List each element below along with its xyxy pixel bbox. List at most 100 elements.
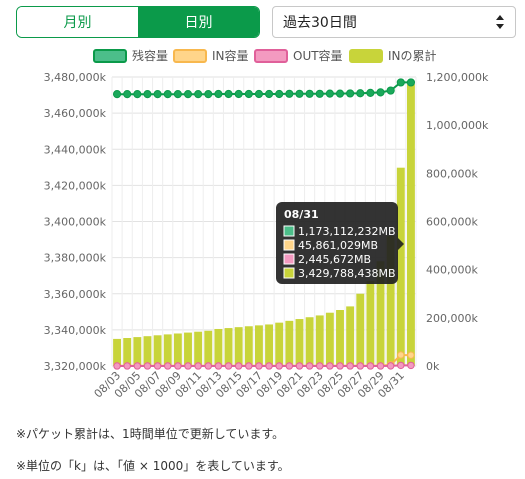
line-point bbox=[407, 351, 415, 359]
line-point bbox=[356, 89, 365, 98]
legend-item: INの累計 bbox=[349, 48, 437, 63]
line-point bbox=[254, 89, 264, 99]
y-left-tick-label: 3,400,000k bbox=[44, 216, 107, 229]
bar bbox=[386, 235, 395, 366]
line-point bbox=[163, 90, 172, 99]
line-point bbox=[143, 90, 152, 99]
line-point bbox=[255, 362, 263, 370]
legend-swatch bbox=[93, 49, 127, 63]
line-point bbox=[224, 89, 233, 99]
period-toggle: 月別 日別 bbox=[16, 6, 260, 38]
bar bbox=[285, 320, 294, 366]
line-point bbox=[407, 361, 415, 370]
line-point bbox=[204, 362, 212, 370]
line-point bbox=[214, 89, 223, 99]
line-point bbox=[386, 86, 395, 95]
line-point bbox=[336, 362, 344, 370]
line-point bbox=[214, 362, 223, 370]
line-point bbox=[264, 89, 274, 99]
bar bbox=[194, 331, 203, 366]
line-point bbox=[305, 89, 314, 98]
monthly-tab[interactable]: 月別 bbox=[17, 7, 138, 37]
line-point bbox=[183, 90, 193, 99]
legend-label: IN容量 bbox=[212, 48, 249, 63]
line-point bbox=[173, 90, 182, 99]
y-right-tick-label: 1,000,000k bbox=[426, 119, 489, 132]
line-point bbox=[295, 362, 304, 370]
line-point bbox=[174, 362, 182, 370]
legend-label: 残容量 bbox=[132, 48, 168, 63]
bar bbox=[234, 327, 243, 366]
range-select[interactable]: 過去30日間 bbox=[272, 6, 516, 38]
line-point bbox=[376, 362, 385, 370]
tooltip-box bbox=[276, 202, 398, 284]
y-left-tick-label: 3,340,000k bbox=[44, 324, 107, 337]
line-point bbox=[397, 351, 405, 359]
y-left-tick-label: 3,360,000k bbox=[44, 288, 107, 301]
line-point bbox=[386, 362, 395, 370]
line-point bbox=[366, 88, 375, 97]
range-select-value: 過去30日間 bbox=[283, 15, 357, 31]
line-point bbox=[285, 362, 294, 370]
line-point bbox=[295, 89, 304, 98]
tooltip-value: 3,429,788,438MB bbox=[298, 267, 396, 280]
line-point bbox=[164, 362, 172, 370]
tooltip-swatch bbox=[283, 267, 295, 279]
line-point bbox=[234, 89, 243, 99]
legend-item: OUT容量 bbox=[254, 48, 343, 63]
line-point bbox=[265, 362, 273, 370]
line-point bbox=[325, 89, 334, 98]
tooltip-swatch bbox=[283, 239, 295, 251]
bar bbox=[163, 334, 172, 366]
line-point bbox=[346, 89, 355, 98]
line-point bbox=[275, 362, 283, 370]
line-point bbox=[204, 90, 213, 99]
line-point bbox=[143, 362, 152, 370]
daily-tab[interactable]: 日別 bbox=[138, 7, 259, 37]
bar bbox=[396, 167, 405, 366]
line-point bbox=[275, 89, 284, 99]
legend-swatch bbox=[173, 49, 207, 63]
updown-caret-icon bbox=[496, 15, 504, 29]
bar bbox=[325, 312, 334, 366]
legend-swatch bbox=[254, 49, 288, 63]
y-left-tick-label: 3,320,000k bbox=[44, 360, 107, 373]
y-left-tick-label: 3,420,000k bbox=[44, 179, 107, 192]
bar bbox=[265, 324, 274, 366]
tooltip-pointer bbox=[398, 238, 404, 250]
line-point bbox=[112, 90, 122, 99]
chart: 残容量 IN容量 OUT容量 INの累計 3,320,000k 3,340,000k 3,3… bbox=[44, 48, 489, 401]
y-right-tick-label: 400,000k bbox=[426, 264, 478, 277]
tooltip-value: 45,861,029MB bbox=[298, 239, 378, 252]
line-point bbox=[366, 362, 375, 370]
bar bbox=[254, 325, 263, 366]
tooltip-title: 08/31 bbox=[284, 208, 319, 221]
line-point bbox=[326, 362, 334, 370]
line-point bbox=[245, 362, 253, 370]
line-point bbox=[123, 362, 131, 370]
line-point bbox=[113, 362, 121, 370]
line-point bbox=[346, 362, 354, 370]
bar bbox=[336, 310, 344, 366]
line-point bbox=[376, 88, 385, 97]
line-point bbox=[316, 362, 324, 370]
line-point bbox=[184, 362, 192, 370]
note-packet: ※パケット累計は、1時間単位で更新しています。 bbox=[16, 427, 285, 441]
line-point bbox=[305, 362, 314, 370]
y-right-tick-label: 200,000k bbox=[426, 312, 478, 325]
line-point bbox=[153, 90, 162, 99]
y-right-tick-label: 600,000k bbox=[426, 216, 478, 229]
legend-label: INの累計 bbox=[388, 48, 437, 63]
y-left-tick-label: 3,480,000k bbox=[44, 71, 107, 84]
bar bbox=[143, 336, 152, 366]
bar bbox=[184, 332, 192, 366]
y-left-tick-label: 3,460,000k bbox=[44, 107, 107, 120]
line-point bbox=[224, 362, 233, 370]
note-unit: ※単位の「k」は、「値 × 1000」を表しています。 bbox=[16, 459, 290, 473]
bar bbox=[224, 328, 233, 366]
tooltip-swatch bbox=[283, 253, 295, 265]
bar bbox=[315, 315, 324, 366]
line-point bbox=[194, 362, 202, 370]
line-point bbox=[356, 362, 364, 370]
y-right-tick-label: 800,000k bbox=[426, 167, 478, 180]
